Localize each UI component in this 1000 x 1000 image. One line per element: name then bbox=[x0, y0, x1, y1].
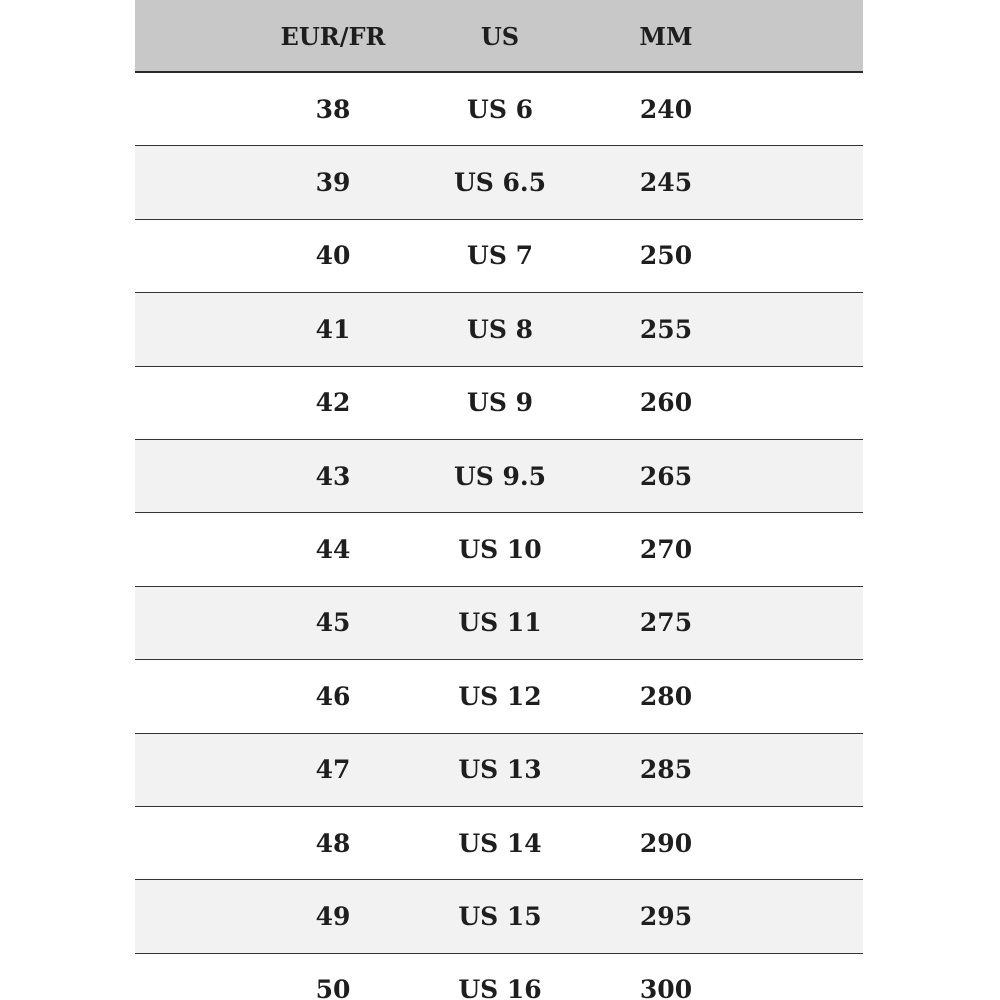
table-cell: US 11 bbox=[458, 608, 542, 638]
table-row: 46 US 12 280 bbox=[135, 660, 863, 734]
table-row: 43 US 9.5 265 bbox=[135, 440, 863, 514]
table-cell: 295 bbox=[639, 902, 693, 932]
table-row: 50 US 16 300 bbox=[135, 954, 863, 1000]
table-cell: 40 bbox=[315, 241, 351, 271]
table-cell: 49 bbox=[315, 902, 351, 932]
table-cell: 300 bbox=[639, 975, 693, 1000]
table-cell: US 6.5 bbox=[453, 168, 547, 198]
size-table: EUR/FR US MM 38 US 6 240 39 US 6.5 245 40 US 7 250 4… bbox=[135, 0, 863, 1000]
table-cell: US 8 bbox=[467, 314, 533, 344]
header-cell: US bbox=[480, 22, 520, 51]
table-row: 41 US 8 255 bbox=[135, 293, 863, 367]
table-cell: US 10 bbox=[458, 535, 542, 565]
header-cell: MM bbox=[639, 22, 693, 51]
table-cell: US 14 bbox=[458, 828, 542, 858]
table-cell: 38 bbox=[315, 94, 351, 124]
table-row: 48 US 14 290 bbox=[135, 807, 863, 881]
table-cell: 285 bbox=[639, 755, 693, 785]
table-row: 45 US 11 275 bbox=[135, 586, 863, 661]
header-cell: EUR/FR bbox=[280, 22, 386, 51]
table-cell: 47 bbox=[315, 755, 351, 785]
table-cell: 270 bbox=[639, 535, 693, 565]
table-cell: 260 bbox=[639, 388, 693, 418]
table-cell: 245 bbox=[639, 168, 693, 198]
table-row: 49 US 15 295 bbox=[135, 880, 863, 954]
table-cell: 45 bbox=[315, 608, 351, 638]
header-row: EUR/FR US MM bbox=[135, 0, 863, 73]
table-cell: 280 bbox=[639, 681, 693, 711]
table-row: 40 US 7 250 bbox=[135, 220, 863, 294]
table-cell: US 6 bbox=[467, 94, 533, 124]
table-cell: 41 bbox=[315, 314, 351, 344]
table-row: 44 US 10 270 bbox=[135, 513, 863, 587]
table-cell: 42 bbox=[315, 388, 351, 418]
table-cell: 46 bbox=[315, 681, 351, 711]
table-cell: 265 bbox=[639, 461, 693, 491]
table-cell: 48 bbox=[315, 828, 351, 858]
table-cell: 290 bbox=[639, 828, 693, 858]
table-cell: US 16 bbox=[458, 975, 542, 1000]
table-cell: US 15 bbox=[458, 902, 542, 932]
table-cell: 43 bbox=[315, 461, 351, 491]
table-cell: US 9.5 bbox=[453, 461, 547, 491]
table-cell: 255 bbox=[639, 314, 693, 344]
table-row: 38 US 6 240 bbox=[135, 73, 863, 147]
table-cell: US 7 bbox=[467, 241, 533, 271]
table-cell: 50 bbox=[315, 975, 351, 1000]
table-cell: 39 bbox=[315, 168, 351, 198]
table-cell: 240 bbox=[639, 94, 693, 124]
table-cell: 275 bbox=[639, 608, 693, 638]
table-cell: US 12 bbox=[458, 681, 542, 711]
table-cell: US 13 bbox=[458, 755, 542, 785]
table-row: 39 US 6.5 245 bbox=[135, 146, 863, 220]
table-row: 42 US 9 260 bbox=[135, 367, 863, 440]
table-cell: 44 bbox=[315, 535, 351, 565]
table-row: 47 US 13 285 bbox=[135, 733, 863, 807]
table-cell: US 9 bbox=[467, 388, 533, 418]
table-cell: 250 bbox=[639, 241, 693, 271]
